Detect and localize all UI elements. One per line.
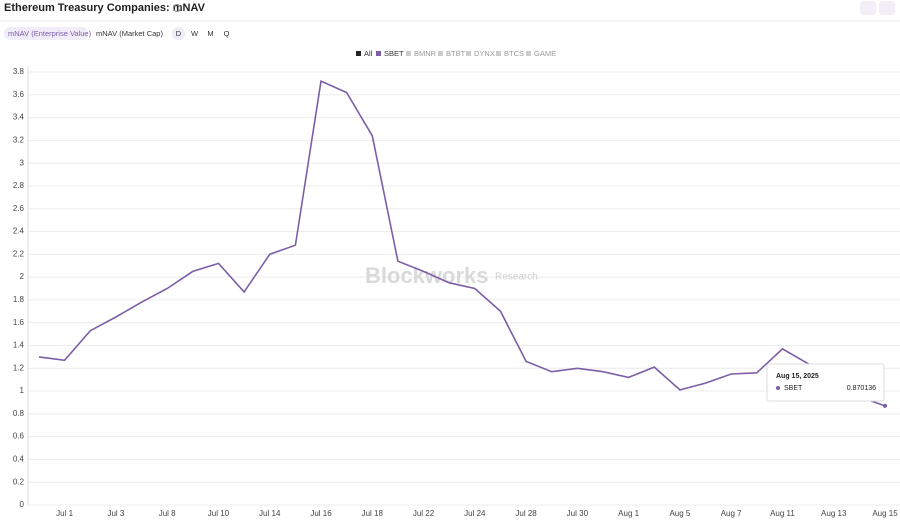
toggle-button[interactable] [4,27,88,40]
y-tick-label: 1 [20,386,25,395]
hover-point [883,403,887,408]
info-icon[interactable] [173,4,181,12]
y-tick-label: 0.2 [13,477,25,486]
period-button[interactable] [220,27,233,40]
period-button[interactable] [172,27,185,40]
y-tick-label: 0 [20,500,25,509]
chart-title: Ethereum Treasury Companies: mNAV [4,2,206,14]
x-tick-label: Jul 22 [413,509,435,518]
legend-swatch[interactable] [526,51,531,56]
toggle-label[interactable]: mNAV (Market Cap) [96,29,163,38]
period-label[interactable]: D [176,29,182,38]
x-tick-label: Aug 7 [721,509,742,518]
y-tick-label: 2.2 [13,249,25,258]
x-tick-label: Jul 14 [259,509,281,518]
tooltip-series: SBET [784,385,803,392]
legend-label[interactable]: All [364,49,373,58]
x-tick-label: Aug 13 [821,509,847,518]
x-tick-label: Jul 3 [107,509,124,518]
share-button[interactable] [860,1,876,15]
watermark: Blockworks [365,263,489,288]
legend-swatch[interactable] [356,51,361,56]
y-tick-label: 3 [20,158,25,167]
legend-label[interactable]: GAME [534,49,556,58]
y-tick-label: 2.8 [13,181,25,190]
period-button[interactable] [204,27,217,40]
legend-label[interactable]: BTCS [504,49,524,58]
x-tick-label: Jul 28 [515,509,537,518]
y-tick-label: 3.4 [13,113,25,122]
header [0,0,900,18]
x-tick-label: Jul 8 [159,509,176,518]
toggle-button[interactable] [92,27,162,40]
x-tick-label: Jul 16 [310,509,332,518]
period-label[interactable]: M [207,29,213,38]
y-tick-label: 0.8 [13,409,25,418]
tooltip-value: 0.870136 [847,385,876,392]
copy-button[interactable] [879,1,895,15]
period-button[interactable] [188,27,201,40]
y-tick-label: 3.6 [13,90,25,99]
legend-label[interactable]: DYNX [474,49,495,58]
x-tick-label: Jul 10 [208,509,230,518]
x-tick-label: Jul 1 [56,509,73,518]
x-tick-label: Jul 24 [464,509,486,518]
y-tick-label: 2.6 [13,204,25,213]
legend-swatch[interactable] [376,51,381,56]
y-tick-label: 0.4 [13,455,25,464]
period-label[interactable]: W [191,29,199,38]
y-tick-label: 3.2 [13,135,25,144]
x-tick-label: Jul 18 [362,509,384,518]
series-line [38,79,886,407]
y-tick-label: 1.2 [13,363,25,372]
legend-swatch[interactable] [496,51,501,56]
toggle-label[interactable]: mNAV (Enterprise Value) [8,29,92,38]
x-tick-label: Jul 30 [567,509,589,518]
tooltip [766,363,885,402]
period-label[interactable]: Q [224,29,230,38]
y-tick-label: 3.8 [13,67,25,76]
y-tick-label: 1.4 [13,341,25,350]
y-tick-label: 2.4 [13,227,25,236]
tooltip-date: Aug 15, 2025 [776,373,819,380]
y-tick-label: 2 [20,272,25,281]
legend-label[interactable]: SBET [384,49,404,58]
x-tick-label: Aug 15 [872,509,898,518]
x-tick-label: Aug 11 [770,509,795,518]
legend-swatch[interactable] [406,51,411,56]
legend-swatch[interactable] [438,51,443,56]
legend-label[interactable]: BTBT [446,49,466,58]
y-tick-label: 1.6 [13,318,25,327]
x-tick-label: Aug 5 [669,509,690,518]
y-tick-label: 1.8 [13,295,25,304]
tooltip-swatch [776,386,780,390]
legend-swatch[interactable] [466,51,471,56]
y-tick-label: 0.6 [13,432,25,441]
watermark-sub: Research [495,272,538,283]
x-tick-label: Aug 1 [618,509,639,518]
legend-label[interactable]: BMNR [414,49,437,58]
